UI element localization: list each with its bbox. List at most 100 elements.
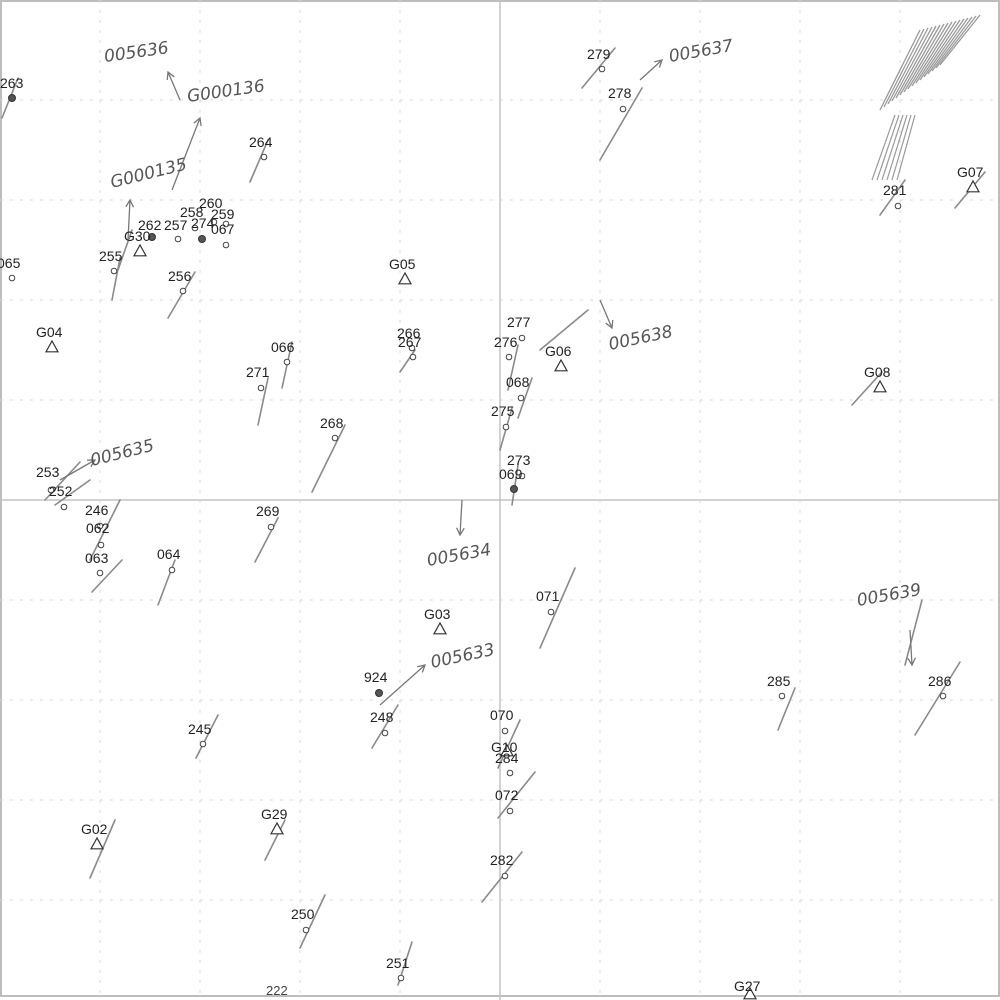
survey-point[interactable]: G10 [491,739,518,757]
survey-point[interactable]: 064 [157,546,181,574]
point-label: G30 [124,228,151,244]
control-point-triangle-icon [965,179,981,193]
survey-point[interactable]: 266 [397,325,421,352]
survey-point[interactable]: 269 [256,503,280,531]
survey-point[interactable]: 258 [180,204,204,232]
point-label: G03 [424,606,451,622]
point-label: 284 [495,750,519,766]
pencil-stroke [517,377,533,419]
point-label: 256 [168,268,192,284]
survey-point[interactable]: 282 [490,852,514,880]
open-point-icon [210,218,218,226]
pencil-stroke [497,719,521,769]
survey-point[interactable]: 251 [386,955,410,982]
survey-point[interactable]: G07 [957,164,984,193]
survey-point[interactable]: 248 [370,709,394,737]
filled-point-icon [8,94,16,102]
point-label: 065 [0,255,21,271]
survey-point[interactable]: G03 [424,606,451,635]
annotation-arrow [599,299,613,329]
annotation-arrow-head [125,198,135,208]
survey-point[interactable]: 071 [536,588,560,616]
survey-point[interactable]: 267 [398,334,422,361]
survey-point[interactable]: 278 [608,85,632,113]
survey-point[interactable]: 062 [86,520,110,549]
survey-point[interactable]: G08 [864,364,891,393]
survey-point[interactable]: 279 [587,46,611,73]
survey-point[interactable]: 277 [507,314,531,342]
survey-point[interactable]: G05 [389,256,416,285]
pencil-stroke [91,559,123,593]
survey-point[interactable]: 256 [168,268,192,295]
survey-point[interactable]: 068 [506,374,530,402]
annotation-arrow-head [654,59,664,68]
point-label: 269 [256,503,280,519]
pencil-stroke [117,229,133,271]
point-label: 072 [495,787,519,803]
point-label: 071 [536,588,560,604]
point-label: 273 [507,452,531,468]
survey-point[interactable]: G06 [545,343,572,372]
survey-point[interactable]: 260 [199,195,223,226]
control-point-triangle-icon [432,621,448,635]
pencil-strokes [1,14,986,986]
survey-point[interactable]: 285 [767,673,791,700]
survey-point[interactable]: 274 [191,215,215,243]
survey-point[interactable]: 067 [211,221,235,249]
survey-point[interactable]: 262 [138,217,162,241]
survey-point[interactable]: G27 [734,978,761,1000]
survey-point[interactable]: 275 [491,403,515,431]
open-point-icon [60,503,68,511]
survey-point[interactable]: G02 [81,821,108,850]
pencil-stroke [254,517,279,563]
pencil-stroke [539,567,576,649]
survey-point[interactable]: G04 [36,324,63,353]
survey-point[interactable]: 070 [490,707,514,735]
point-label: G08 [864,364,891,380]
open-point-icon [302,926,310,934]
point-label: 251 [386,955,410,971]
survey-point[interactable]: 924 [364,669,388,697]
survey-point[interactable]: 250 [291,906,315,934]
open-point-icon [222,241,230,249]
survey-point[interactable]: G29 [261,806,288,835]
filled-point-icon [148,233,156,241]
point-label: 067 [211,221,235,237]
survey-point[interactable]: 276 [494,334,518,361]
survey-point[interactable]: 063 [85,550,109,577]
survey-point[interactable]: 263 [0,75,24,102]
survey-point[interactable]: 264 [249,134,273,161]
survey-point[interactable]: 284 [495,750,519,777]
survey-point[interactable]: 286 [928,673,952,700]
survey-point[interactable]: 259 [211,206,235,228]
annotation-arrow [167,71,181,101]
survey-point[interactable]: 271 [246,364,270,392]
pencil-stroke [904,599,923,666]
survey-point[interactable]: 273 [507,452,531,480]
survey-point[interactable]: 281 [883,182,907,210]
control-point-triangle-icon [397,271,413,285]
pencil-stroke [919,19,961,81]
survey-point[interactable]: 268 [320,415,344,442]
point-label: G07 [957,164,984,180]
annotation-arrow-head [605,319,614,330]
survey-point[interactable]: 257 [164,217,188,243]
survey-point[interactable]: 245 [188,721,212,748]
pencil-stroke [879,179,906,216]
open-point-icon [501,872,509,880]
survey-point[interactable]: 246 [85,502,109,530]
survey-point[interactable]: 255 [99,248,123,275]
survey-point[interactable]: 066 [271,339,295,366]
point-label: 070 [490,707,514,723]
survey-point[interactable]: 253 [36,464,60,494]
open-point-icon [97,541,105,549]
survey-point[interactable]: 252 [49,483,73,511]
survey-point[interactable]: G30 [124,228,151,257]
survey-point[interactable]: 069 [499,466,523,493]
open-point-icon [517,394,525,402]
filled-point-icon [510,485,518,493]
survey-point[interactable]: 065 [0,255,21,282]
open-point-icon [260,153,268,161]
survey-point[interactable]: 072 [495,787,519,815]
